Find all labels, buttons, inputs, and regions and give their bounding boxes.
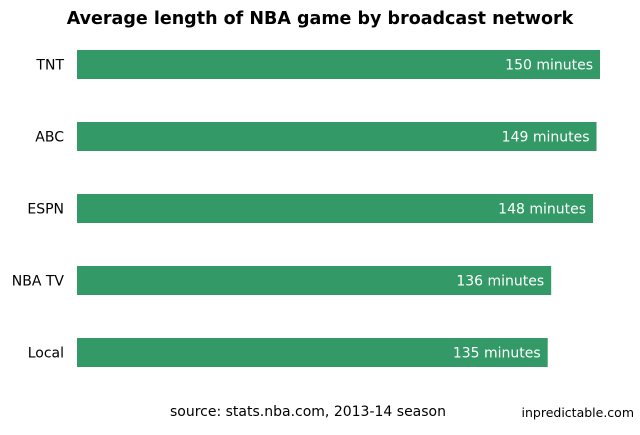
category-label: Local (28, 346, 64, 362)
bar-abc (77, 122, 597, 151)
source-note: source: stats.nba.com, 2013-14 season (169, 404, 446, 420)
category-label: TNT (35, 58, 64, 74)
bar-espn (77, 194, 594, 223)
bar-local (77, 338, 548, 367)
data-label: 150 minutes (505, 58, 593, 74)
data-label: 149 minutes (502, 130, 590, 146)
credit: inpredictable.com (521, 405, 635, 420)
data-label: 136 minutes (456, 274, 544, 290)
bar-tnt (77, 50, 600, 79)
category-label: ESPN (27, 202, 64, 218)
category-label: ABC (35, 130, 64, 146)
data-label: 135 minutes (453, 346, 541, 362)
chart-title: Average length of NBA game by broadcast … (66, 9, 574, 29)
bar-nba-tv (77, 266, 552, 295)
data-label: 148 minutes (498, 202, 586, 218)
category-label: NBA TV (12, 274, 65, 290)
